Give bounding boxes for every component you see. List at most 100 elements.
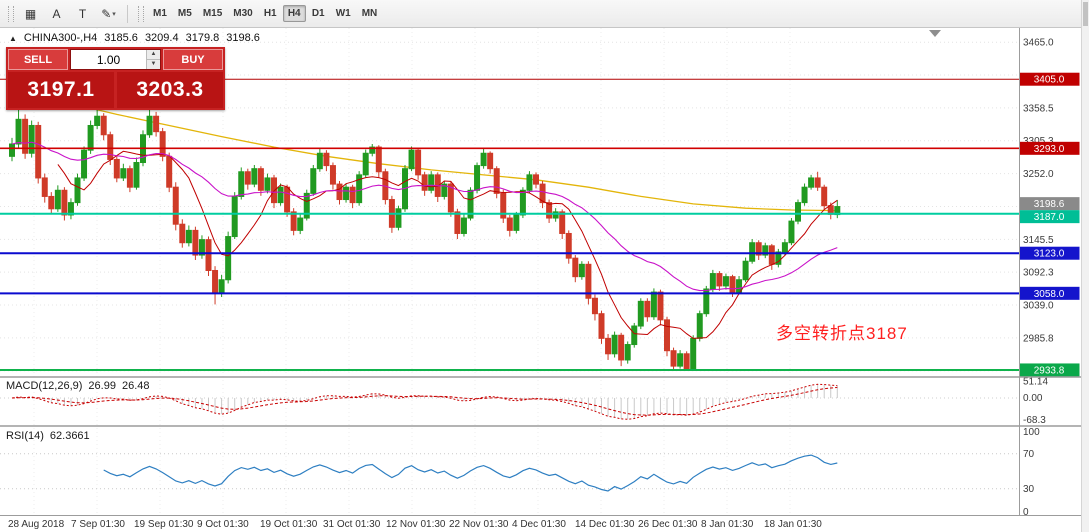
timeframe-button-m1[interactable]: M1: [153, 8, 167, 19]
date-label: 28 Aug 2018: [8, 519, 65, 530]
chart-annotation-text[interactable]: 多空转折点3187: [776, 324, 908, 343]
date-label: 7 Sep 01:30: [71, 519, 125, 530]
ask-price-quote[interactable]: 3203.3: [117, 72, 223, 108]
timeframe-button-h1[interactable]: H1: [263, 8, 277, 19]
svg-text:-68.3: -68.3: [1023, 415, 1046, 426]
svg-text:0.00: 0.00: [1023, 393, 1043, 404]
svg-text:3358.5: 3358.5: [1023, 103, 1054, 114]
draw-tools-icon: ✎: [101, 6, 112, 21]
tool-button-group: ▦ A T ✎ ▾: [18, 3, 121, 25]
toolbar-grip: [8, 5, 14, 22]
svg-text:3092.3: 3092.3: [1023, 268, 1054, 279]
date-label: 19 Sep 01:30: [134, 519, 194, 530]
timeframe-button-m30[interactable]: M30: [233, 8, 253, 19]
one-click-trading-panel: SELL 1.00 ▲ ▼ BUY 3197.1 3203.3: [6, 47, 225, 110]
price-badge: 3187.0: [1019, 210, 1080, 224]
pane-separators: [0, 28, 1081, 516]
date-label: 22 Nov 01:30: [449, 519, 509, 530]
ohlc-low: 3179.8: [185, 32, 220, 44]
timeframe-button-m15[interactable]: M15: [202, 8, 223, 19]
timeframe-button-w1[interactable]: W1: [335, 8, 351, 19]
macd-value: 26.99: [88, 380, 116, 392]
volume-step-up-icon[interactable]: ▲: [147, 50, 160, 60]
timeframe-button-mn[interactable]: MN: [361, 8, 378, 19]
svg-text:2933.8: 2933.8: [1034, 365, 1065, 376]
svg-text:3465.0: 3465.0: [1023, 38, 1054, 49]
date-label: 31 Oct 01:30: [323, 519, 381, 530]
candles-layer: [9, 108, 841, 371]
volume-step-down-icon[interactable]: ▼: [147, 60, 160, 69]
sell-button[interactable]: SELL: [8, 49, 68, 70]
svg-text:70: 70: [1023, 449, 1035, 460]
svg-text:3145.5: 3145.5: [1023, 235, 1054, 246]
price-axis: 3465.0 3358.5 3305.3 3252.0 3145.5 3092.3 3039…: [1023, 38, 1054, 518]
svg-text:3293.0: 3293.0: [1034, 144, 1065, 155]
svg-text:100: 100: [1023, 427, 1040, 438]
macd-indicator-label: MACD(12,26,9) 26.99 26.48: [6, 380, 149, 392]
rsi-value: 62.3661: [49, 430, 90, 442]
toolbar-separator: [127, 4, 128, 23]
price-badge: 3405.0: [1019, 72, 1080, 86]
date-label: 8 Jan 01:30: [701, 519, 754, 530]
horizontal-lines-layer: [0, 78, 1019, 371]
price-badges-layer: 3405.0 3293.0 3198.6 3187.0 3123.0 3058.0 2933…: [1019, 72, 1080, 377]
timeframe-button-group: M1 M5 M15 M30 H1 H4 D1 W1 MN: [148, 5, 382, 22]
date-label: 9 Oct 01:30: [197, 519, 249, 530]
chart-grid-tool-button[interactable]: ▦: [18, 3, 43, 25]
svg-text:2985.8: 2985.8: [1023, 333, 1054, 344]
price-badge: 2933.8: [1019, 363, 1080, 377]
price-badge: 3293.0: [1019, 141, 1080, 155]
date-label: 26 Dec 01:30: [638, 519, 698, 530]
collapse-icon[interactable]: ▲: [9, 34, 17, 43]
ohlc-open: 3185.6: [104, 32, 138, 44]
date-label: 19 Oct 01:30: [260, 519, 318, 530]
indicator-panes-layer: [0, 383, 1019, 492]
svg-text:3198.6: 3198.6: [1034, 199, 1065, 210]
bid-price-quote[interactable]: 3197.1: [8, 72, 114, 108]
price-badge: 3123.0: [1019, 246, 1080, 260]
volume-value[interactable]: 1.00: [96, 52, 121, 67]
rsi-indicator-label: RSI(14) 62.3661: [6, 430, 90, 442]
text-annotation-tool-button[interactable]: A: [44, 3, 69, 25]
volume-input[interactable]: 1.00 ▲ ▼: [70, 49, 161, 70]
svg-text:51.14: 51.14: [1023, 377, 1048, 388]
volume-stepper: ▲ ▼: [146, 50, 160, 69]
toolbar-grip: [138, 5, 144, 22]
chart-grid-tool-icon: ▦: [24, 6, 37, 21]
svg-text:3187.0: 3187.0: [1034, 212, 1065, 223]
svg-text:3058.0: 3058.0: [1034, 289, 1065, 300]
date-label: 18 Jan 01:30: [764, 519, 822, 530]
scrollbar-thumb[interactable]: [1083, 2, 1088, 26]
rsi-name: RSI(14): [6, 430, 44, 442]
price-badge: 3058.0: [1019, 286, 1080, 300]
svg-text:3123.0: 3123.0: [1034, 249, 1065, 260]
timeframe-button-m5[interactable]: M5: [177, 8, 192, 19]
chart-shift-marker-icon: [929, 30, 941, 37]
moving-averages-layer: [11, 141, 838, 339]
date-axis: 28 Aug 2018 7 Sep 01:30 19 Sep 01:30 9 Oct …: [8, 519, 822, 530]
toolbar: ▦ A T ✎ ▾ M1 M5 M15 M30 H1 H4 D1 W1 MN: [0, 0, 1089, 28]
ohlc-close: 3198.6: [226, 32, 260, 44]
dropdown-caret-icon: ▾: [112, 10, 116, 18]
ohlc-high: 3209.4: [144, 32, 179, 44]
text-tool-icon: T: [78, 6, 87, 21]
date-label: 4 Dec 01:30: [512, 519, 566, 530]
svg-text:30: 30: [1023, 484, 1035, 495]
symbol-title: CHINA300-,H4: [23, 32, 98, 44]
timeframe-button-d1[interactable]: D1: [311, 8, 325, 19]
svg-text:0: 0: [1023, 507, 1029, 518]
draw-tools-button[interactable]: ✎ ▾: [96, 3, 121, 25]
macd-signal-value: 26.48: [121, 380, 150, 392]
timeframe-button-h4[interactable]: H4: [282, 5, 306, 22]
date-label: 14 Dec 01:30: [575, 519, 635, 530]
price-badge: 3198.6: [1019, 197, 1080, 211]
date-label: 12 Nov 01:30: [386, 519, 446, 530]
svg-text:3252.0: 3252.0: [1023, 169, 1054, 180]
vertical-scrollbar[interactable]: [1081, 0, 1089, 532]
macd-name: MACD(12,26,9): [6, 380, 83, 392]
buy-button[interactable]: BUY: [163, 49, 223, 70]
text-annotation-tool-icon: A: [52, 6, 61, 21]
text-tool-button[interactable]: T: [70, 3, 95, 25]
